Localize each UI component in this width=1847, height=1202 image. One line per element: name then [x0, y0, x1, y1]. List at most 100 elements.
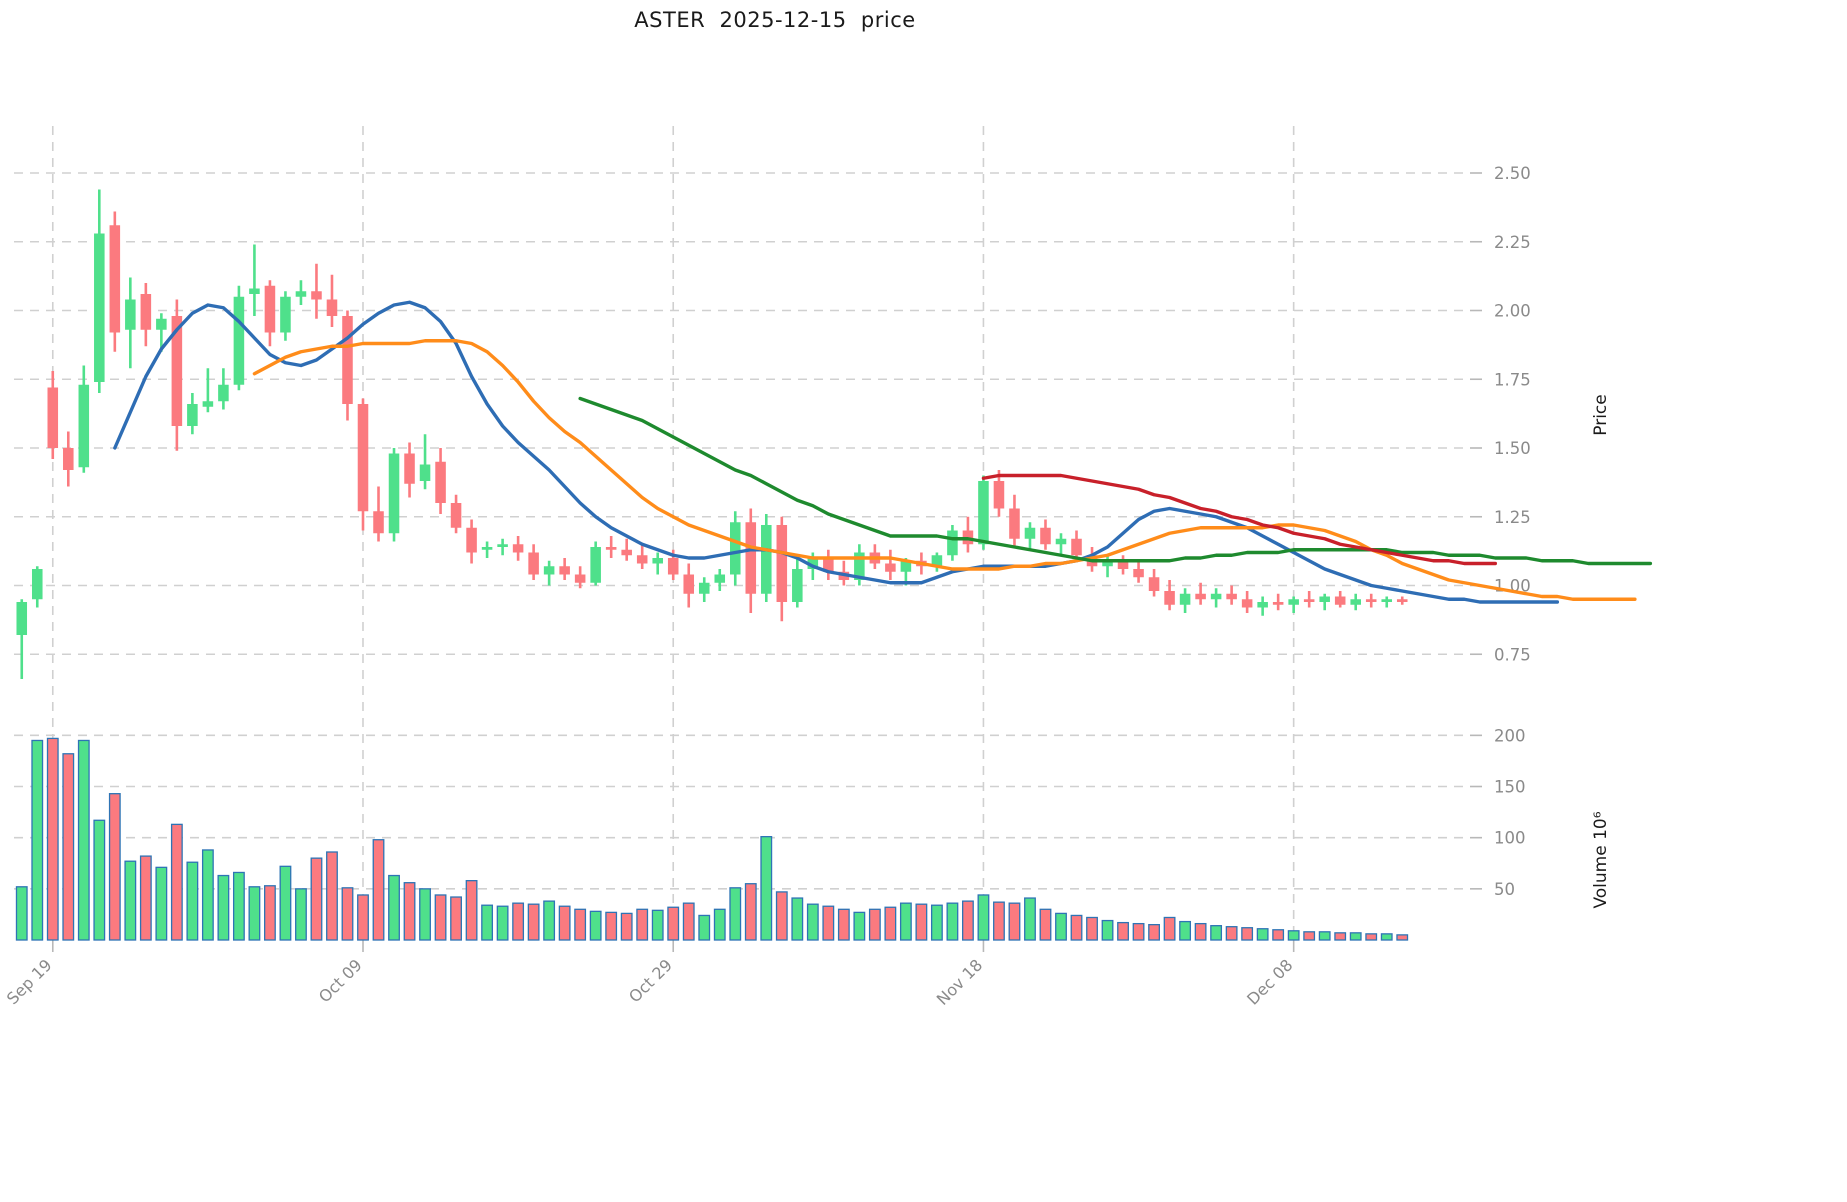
volume-bar — [124, 860, 137, 941]
candle-body — [435, 461, 446, 503]
volume-bars — [15, 737, 1409, 941]
volume-bar — [326, 851, 338, 941]
volume-bar — [15, 886, 28, 941]
date-tick-label: Oct 29 — [625, 955, 676, 1006]
candle-body — [1055, 538, 1067, 545]
volume-bar — [419, 888, 431, 941]
volume-bar — [1256, 928, 1269, 941]
candle-body — [1117, 560, 1129, 569]
date-tick-label: Dec 08 — [1243, 955, 1296, 1008]
candle-body — [1148, 577, 1160, 591]
volume-bar — [868, 908, 881, 941]
overlay-ma-long — [578, 396, 1653, 566]
volume-bar — [558, 905, 571, 941]
candle-body — [404, 453, 415, 484]
volume-bar — [46, 737, 59, 941]
candle-body — [714, 574, 726, 583]
volume-tick-label: 100 — [1494, 829, 1526, 848]
volume-bar — [108, 793, 121, 941]
candle-body — [497, 544, 508, 547]
volume-bar — [1008, 902, 1021, 941]
volume-bar — [946, 902, 959, 941]
volume-bar — [1179, 920, 1192, 941]
candle-body — [357, 404, 369, 512]
overlay-ma-extra — [981, 473, 1498, 566]
volume-bar — [729, 887, 742, 941]
candle-body — [1381, 599, 1393, 602]
volume-bar — [713, 908, 726, 941]
volume-tick-label: 50 — [1494, 880, 1515, 899]
volume-bar — [372, 839, 385, 941]
volume-bar — [155, 866, 168, 941]
price-tick-label: 1.25 — [1494, 508, 1531, 527]
candle-body — [590, 547, 601, 583]
candle-body — [171, 316, 183, 426]
volume-bar — [791, 897, 804, 941]
candle-body — [1179, 593, 1191, 605]
date-tick-label: Nov 18 — [933, 955, 987, 1009]
candle-body — [466, 527, 477, 553]
volume-bar — [1024, 897, 1036, 941]
volume-bar — [651, 909, 664, 941]
volume-bar — [1396, 934, 1409, 941]
volume-bar — [496, 905, 509, 941]
volume-bar — [977, 894, 990, 941]
price-axis-title: Price — [1591, 394, 1611, 435]
overlay-ma-short — [113, 300, 1560, 604]
candle-body — [1288, 599, 1299, 605]
volume-bar — [543, 900, 556, 941]
candle-body — [1040, 527, 1051, 545]
volume-bar — [760, 836, 773, 941]
volume-bar — [667, 906, 680, 941]
candle-body — [373, 511, 384, 534]
volume-bar — [744, 883, 757, 941]
volume-bar — [139, 855, 152, 941]
candle-body — [140, 294, 152, 330]
volume-bar — [822, 905, 835, 941]
candle-body — [1272, 602, 1284, 605]
candle-body — [885, 563, 896, 572]
volume-bar — [295, 888, 307, 941]
volume-bar — [232, 871, 245, 941]
candle-body — [683, 574, 695, 594]
volume-bar — [1132, 922, 1145, 941]
candle-body — [900, 560, 912, 572]
price-tick-label: 1.50 — [1494, 439, 1531, 458]
volume-bar — [1101, 919, 1114, 941]
candle-body — [295, 291, 307, 297]
volume-bar — [806, 903, 819, 941]
volume-bar — [1225, 926, 1238, 941]
volume-bar — [248, 886, 261, 941]
date-tick-label: Sep 19 — [3, 955, 56, 1008]
candle-body — [931, 555, 943, 567]
candle-body — [807, 558, 819, 569]
volume-bar — [1318, 931, 1331, 941]
volume-bar — [899, 902, 912, 941]
volume-bar — [605, 911, 618, 941]
candle-body — [559, 566, 570, 575]
candle-body — [311, 291, 322, 300]
volume-bar — [884, 906, 897, 941]
candle-body — [574, 574, 586, 583]
volume-bar — [837, 908, 850, 941]
candle-body — [342, 316, 353, 404]
volume-bar — [186, 861, 199, 941]
volume-bar — [1349, 932, 1362, 941]
candle-body — [31, 569, 43, 600]
volume-bar — [357, 894, 369, 941]
candlesticks — [16, 189, 1408, 679]
date-tick-label: Oct 09 — [315, 955, 366, 1006]
candle-body — [636, 555, 648, 564]
price-tick-label: 2.50 — [1494, 164, 1531, 183]
candle-body — [94, 233, 105, 382]
price-tick-label: 2.00 — [1494, 302, 1531, 321]
candle-body — [1210, 593, 1222, 600]
volume-bar — [1163, 916, 1176, 941]
candle-body — [1365, 599, 1377, 602]
volume-bar — [1039, 908, 1052, 941]
candle-body — [233, 296, 245, 385]
candle-body — [745, 522, 757, 594]
volume-bar — [853, 911, 866, 941]
